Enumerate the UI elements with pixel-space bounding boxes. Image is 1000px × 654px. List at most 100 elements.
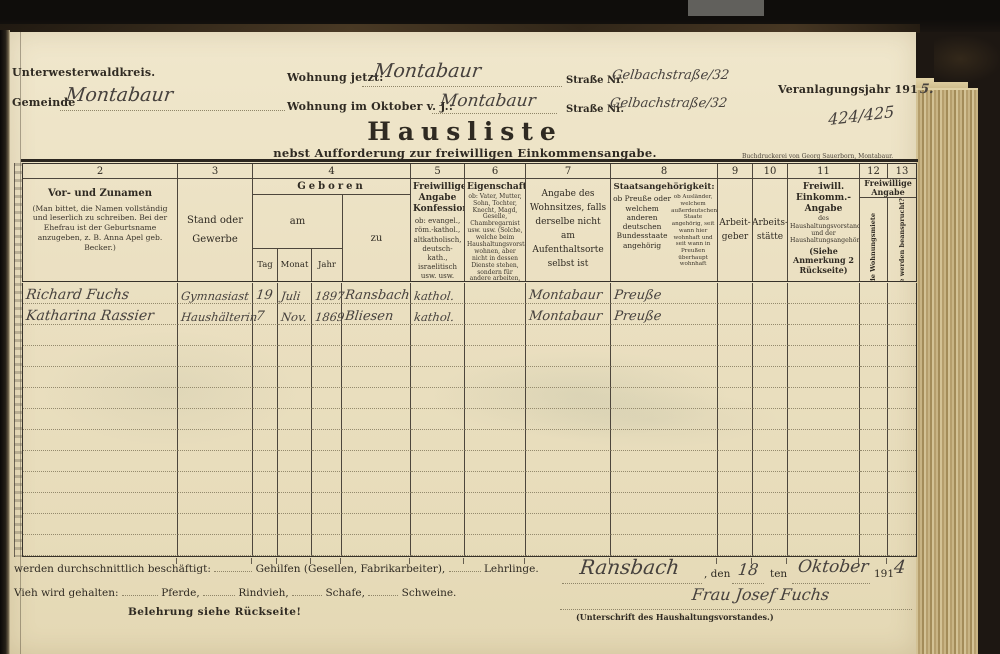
header-einkommen-title: Freiwill. Einkomm.-Angabe xyxy=(796,182,851,214)
header-einkommen-note2: (Siehe Anmerkung 2 Rückseite) xyxy=(793,245,854,276)
header-names-title: Vor- und Zunamen xyxy=(48,188,152,199)
cell-name: Katharina Rassier xyxy=(25,308,155,324)
monat-fill-line xyxy=(792,582,870,584)
table-row xyxy=(23,535,916,556)
cell-stand: Gymnasiast xyxy=(180,288,250,303)
binding-clip xyxy=(688,0,764,16)
cell-wohnsitz: Montabaur xyxy=(528,309,604,324)
header-freiwillige-angabe-title: Freiwillige Angabe xyxy=(860,179,916,198)
ort-fill-line xyxy=(562,582,702,584)
strasse2-value-handwritten: Gelbachstraße/32 xyxy=(609,96,729,111)
cell-wohnsitz: Montabaur xyxy=(528,288,604,303)
cell-name: Richard Fuchs xyxy=(25,287,131,303)
header-am-label: am xyxy=(289,216,306,227)
strasse1-label: Straße Nr. xyxy=(566,75,625,86)
page-title: Hausliste xyxy=(367,117,563,146)
col-number-5: 5 xyxy=(411,164,465,179)
cell-tag: 19 xyxy=(255,288,274,303)
header-eigenschaft: Eigenschaft ob: Vater, Mutter, Sohn, Toc… xyxy=(465,179,526,281)
beschaeftigt-label: werden durchschnittlich beschäftigt: xyxy=(14,563,211,575)
col-number-11: 11 xyxy=(788,164,860,179)
table-row xyxy=(23,472,916,493)
header-geboren-am-group: am Tag Monat Jahr xyxy=(253,195,343,281)
header-names: Vor- und Zunamen (Man bittet, die Namen … xyxy=(23,179,178,281)
belehrung-note: Belehrung siehe Rückseite! xyxy=(128,606,302,618)
table-row xyxy=(23,493,916,514)
wohnung-jetzt-label: Wohnung jetzt: xyxy=(287,71,384,84)
header-stand-label: Stand oder Gewerbe xyxy=(187,215,243,245)
cell-jahr: 1869 xyxy=(314,309,346,324)
header-eigenschaft-title: Eigenschaft xyxy=(467,182,526,192)
veranlagungsjahr-printed: Veranlagungsjahr 191 xyxy=(778,83,919,96)
schafe-label: Schafe, xyxy=(325,587,365,599)
schafe-blank xyxy=(292,585,323,596)
col-number-6: 6 xyxy=(465,164,526,179)
schweine-blank xyxy=(368,585,399,596)
col-number-12: 12 xyxy=(860,164,888,179)
cell-staat: Preuße xyxy=(613,288,663,303)
header-miete-label: Zu zahlende Wohnungsmiete xyxy=(869,212,878,281)
tag-fill-line xyxy=(732,582,764,584)
veranlagungsjahr-value-handwritten: 5. xyxy=(919,82,935,97)
header-arbeitsstaette: Arbeits- stätte xyxy=(753,179,788,281)
header-monat-label: Monat xyxy=(278,249,312,281)
cell-konfession: kathol. xyxy=(413,288,456,303)
table-row xyxy=(23,346,916,367)
header-staat-left-note: ob Preuße oder welchem anderen deutschen… xyxy=(613,194,672,250)
header-einkommen: Freiwill. Einkomm.-Angabe des Haushaltun… xyxy=(788,179,860,281)
header-staat-right-note: ob Ausländer, welchem außerdeutschen Sta… xyxy=(671,194,718,268)
header-zu-label: zu xyxy=(370,232,383,244)
header-arbeitsstaette-label: Arbeits- stätte xyxy=(753,217,788,242)
form-paper xyxy=(10,32,916,654)
header-staat-title: Staatsangehörigkeit: xyxy=(613,182,715,192)
table-row xyxy=(23,367,916,388)
wohnung-oktober-fill-line xyxy=(432,112,557,114)
col-number-8: 8 xyxy=(611,164,718,179)
table-row xyxy=(23,325,916,346)
wohnung-oktober-label: Wohnung im Oktober v. J.: xyxy=(287,100,454,113)
col-number-10: 10 xyxy=(753,164,788,179)
col-number-2: 2 xyxy=(23,164,178,179)
wohnung-oktober-value-handwritten: Montabaur xyxy=(438,91,537,111)
page-subtitle: nebst Aufforderung zur freiwilligen Eink… xyxy=(273,146,657,160)
footer-vieh-line: Vieh wird gehalten: Pferde, Rindvieh, Sc… xyxy=(14,585,456,599)
table-body: Richard Fuchs Gymnasiast 19 Juli 1897 Ra… xyxy=(22,283,917,557)
table-row xyxy=(23,388,916,409)
schweine-label: Schweine. xyxy=(401,587,457,599)
rindvieh-blank xyxy=(203,585,236,596)
wohnung-jetzt-value-handwritten: Montabaur xyxy=(372,60,483,82)
cell-konfession: kathol. xyxy=(413,309,456,324)
header-jahr-label: Jahr xyxy=(317,260,336,270)
col-number-4: 4 xyxy=(253,164,411,179)
ort-value-handwritten: Ransbach xyxy=(578,555,681,579)
gemeinde-label: Gemeinde xyxy=(12,96,76,109)
column-line-remnants xyxy=(22,558,915,564)
table-row xyxy=(23,514,916,535)
cell-stand: Haushälterin xyxy=(180,309,259,324)
signature-handwritten: Frau Josef Fuchs xyxy=(690,585,831,604)
strasse1-value-handwritten: Gelbachstraße/32 xyxy=(611,68,731,83)
cell-staat: Preuße xyxy=(613,309,663,324)
beschaeftigt-blank xyxy=(214,561,253,572)
header-stand: Stand oder Gewerbe xyxy=(178,179,253,281)
table-row xyxy=(23,430,916,451)
header-arbeitgeber-label: Arbeit- geber xyxy=(719,217,751,242)
ten-label: ten xyxy=(770,568,788,580)
page-stack-right xyxy=(916,88,978,654)
lehrlinge-blank xyxy=(448,561,481,572)
header-geboren-title: Geboren xyxy=(253,179,410,195)
district-label: Unterwesterwaldkreis. xyxy=(12,66,156,79)
page-fold-line xyxy=(20,32,21,654)
background-shadow xyxy=(934,36,1000,82)
gehilfen-label: Gehilfen (Gesellen, Fabrikarbeiter), xyxy=(255,563,446,575)
veranlagungsjahr-label: Veranlagungsjahr 1915. xyxy=(778,82,935,97)
header-geboren-group: Geboren am Tag Monat Jahr zu xyxy=(253,179,411,281)
table-row xyxy=(23,409,916,430)
cell-jahr: 1897 xyxy=(314,288,346,303)
header-abzuege-label: Welche Abzüge werden beansprucht? xyxy=(897,197,906,281)
footer-beschaeftigt-line: werden durchschnittlich beschäftigt: Geh… xyxy=(14,561,539,575)
gemeinde-fill-line xyxy=(60,109,285,111)
header-konfession-note: ob: evangel., röm.-kathol., altkatholisc… xyxy=(413,217,462,280)
cell-tag: 7 xyxy=(255,309,266,324)
col-number-7: 7 xyxy=(526,164,611,179)
